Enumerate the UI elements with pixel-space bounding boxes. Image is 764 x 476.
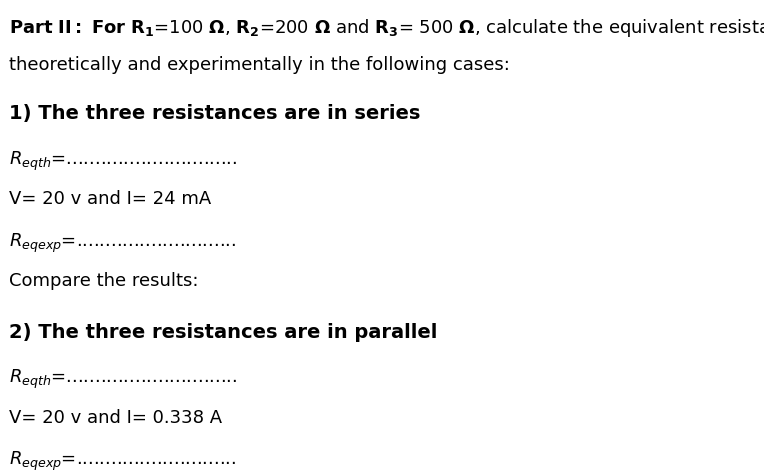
Text: $R_{eqth}$=..............................: $R_{eqth}$=.............................… [9,149,238,173]
Text: 1) The three resistances are in series: 1) The three resistances are in series [9,105,420,123]
Text: $R_{eqexp}$=............................: $R_{eqexp}$=............................ [9,231,236,255]
Text: 2) The three resistances are in parallel: 2) The three resistances are in parallel [9,323,438,342]
Text: $R_{eqexp}$=............................: $R_{eqexp}$=............................ [9,450,236,473]
Text: V= 20 v and I= 0.338 A: V= 20 v and I= 0.338 A [9,409,222,427]
Text: Compare the results:: Compare the results: [9,272,199,290]
Text: theoretically and experimentally in the following cases:: theoretically and experimentally in the … [9,56,510,74]
Text: $R_{eqth}$=..............................: $R_{eqth}$=.............................… [9,368,238,391]
Text: $\mathbf{Part\ II:\ For\ R_1}$=100 $\mathbf{\Omega}$, $\mathbf{R_2}$=200 $\mathb: $\mathbf{Part\ II:\ For\ R_1}$=100 $\mat… [9,17,764,39]
Text: V= 20 v and I= 24 mA: V= 20 v and I= 24 mA [9,190,212,208]
